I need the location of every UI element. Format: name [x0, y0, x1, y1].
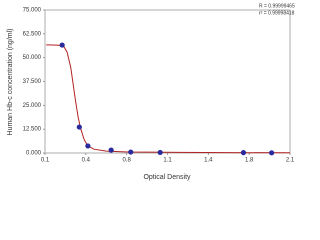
fit-curve — [46, 44, 291, 154]
x-tick-label: 0.1 — [41, 158, 50, 164]
y-tick-label: 12.500 — [23, 127, 42, 133]
data-point — [108, 147, 114, 153]
data-point — [59, 42, 65, 48]
y-tick-label: 37.500 — [23, 79, 42, 85]
y-tick-label: 62.500 — [23, 31, 42, 37]
x-tick-label: 0.4 — [82, 158, 91, 164]
x-tick-label: 2.1 — [286, 158, 295, 164]
x-axis-title: Optical Density — [143, 174, 191, 181]
x-tick-label: 1.8 — [245, 158, 254, 164]
y-tick-label: 75.000 — [23, 8, 42, 14]
chart: Human Hb-c concentration (ng/ml) Optical… — [7, 3, 295, 181]
data-point — [157, 149, 163, 156]
y-tick-label: 0.000 — [26, 151, 42, 157]
y-tick-label: 50.000 — [23, 55, 42, 61]
x-tick-label: 0.8 — [122, 158, 131, 164]
data-point — [240, 150, 247, 156]
data-point — [128, 149, 134, 155]
annotation: r² = 0.99998418 — [259, 10, 295, 16]
data-point — [269, 150, 275, 156]
x-tick-label: 1.4 — [204, 158, 213, 164]
y-tick-label: 25.000 — [23, 103, 42, 109]
data-point — [76, 124, 82, 130]
annotation: R = 0.99999465 — [259, 3, 295, 9]
y-axis-title: Human Hb-c concentration (ng/ml) — [7, 29, 14, 136]
data-point — [85, 143, 91, 149]
x-tick-label: 1.1 — [163, 158, 172, 164]
